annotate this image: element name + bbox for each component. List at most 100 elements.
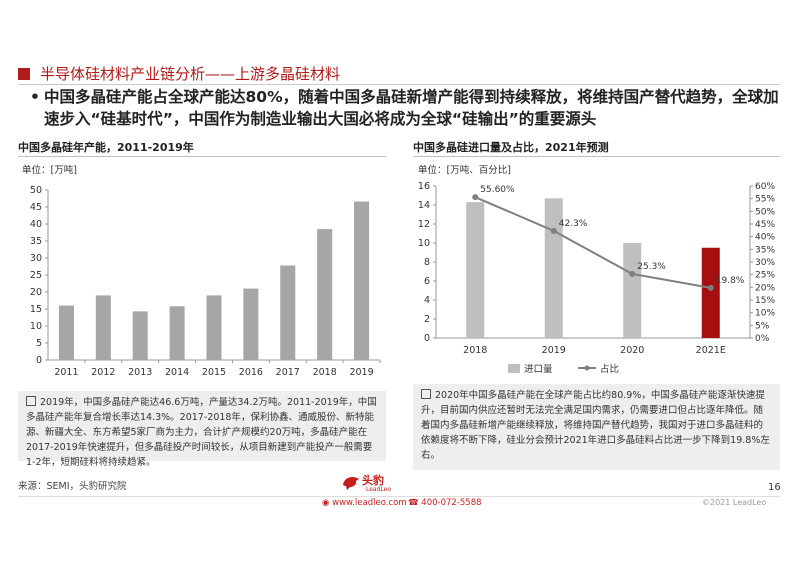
left-chart-title: 中国多晶硅年产能，2011-2019年 [18, 141, 194, 154]
left-y-tick-label: 16 [418, 181, 430, 192]
import-bar [701, 247, 720, 338]
right-y-tick-label: 55% [755, 195, 775, 205]
bar [317, 229, 333, 360]
checkbox-bullet-icon [26, 396, 36, 406]
legend-bar-swatch [508, 364, 520, 373]
right-y-tick-label: 30% [755, 258, 775, 268]
right-y-tick-label: 60% [755, 182, 775, 192]
x-tick-label: 2021E [696, 345, 726, 356]
left-chart-title-rule [18, 156, 386, 157]
right-chart-labels: 0 2 4 6 8 10 12 14 16 0% 5% 10% 15% 20% 25% 30% 35% 40% 45… [418, 181, 776, 356]
share-point [472, 194, 479, 201]
y-tick-label: 20 [30, 287, 42, 298]
share-data-label: 55.60% [480, 185, 515, 195]
y-tick-label: 15 [30, 304, 42, 315]
left-y-tick-label: 14 [418, 200, 430, 211]
share-line [474, 196, 711, 289]
headline-bullet: • 中国多晶硅产能占全球产能达80%，随着中国多晶硅新增产能得到持续释放，将维持… [30, 86, 780, 130]
bar [58, 305, 74, 360]
bar [95, 295, 111, 360]
right-note-box: 2020年中国多晶硅产能在全球产能占比约80.9%，中国多晶硅产能逐渐快速提升，… [413, 384, 780, 470]
logo-subname: LeadLeo [366, 486, 392, 493]
y-tick-label: 45 [30, 202, 42, 213]
globe-icon: ◉ [322, 498, 330, 508]
right-y-tick-label: 0% [755, 334, 770, 344]
share-data-label: 42.3% [559, 219, 588, 229]
bar [354, 201, 370, 360]
share-data-label: 19.8% [716, 276, 745, 286]
right-chart-line [472, 194, 714, 291]
legend-line-marker [584, 365, 590, 371]
headline-text: 中国多晶硅产能占全球产能达80%，随着中国多晶硅新增产能得到持续释放，将维持国产… [44, 88, 779, 128]
left-note-text: 2019年，中国多晶硅产能达46.6万吨，产量达34.2万吨。2011-2019… [26, 397, 377, 468]
checkbox-bullet-icon [421, 389, 431, 399]
legend-line-label: 占比 [600, 363, 619, 375]
share-point [629, 270, 636, 277]
right-chart: 0 2 4 6 8 10 12 14 16 0% 5% 10% 15% 20% 25% 30% 35% 40% 45… [418, 181, 776, 375]
right-y-tick-label: 20% [755, 283, 775, 293]
copyright: ©2021 LeadLeo [702, 498, 767, 507]
leopard-logo-icon [343, 476, 359, 490]
right-chart-bars [466, 198, 720, 338]
right-y-tick-label: 15% [755, 296, 775, 306]
legend-bar-label: 进口量 [524, 364, 553, 375]
right-y-tick-label: 25% [755, 271, 775, 281]
right-chart-axes [433, 185, 753, 339]
y-tick-label: 5 [36, 338, 42, 349]
bar [169, 306, 185, 360]
page-number: 16 [768, 482, 781, 493]
y-tick-label: 0 [36, 355, 42, 366]
y-tick-label: 30 [30, 253, 42, 264]
footer-website-link[interactable]: ◉ www.leadleo.com [322, 498, 407, 508]
x-tick-label: 2014 [165, 367, 189, 378]
bar [206, 295, 222, 360]
left-y-tick-label: 12 [418, 219, 430, 230]
logo-name: 头豹 [362, 474, 384, 487]
y-tick-label: 50 [30, 185, 42, 196]
import-bar [623, 243, 642, 338]
right-note-text: 2020年中国多晶硅产能在全球产能占比约80.9%，中国多晶硅产能逐渐快速提升，… [421, 390, 770, 461]
left-chart-unit: 单位：[万吨] [22, 165, 77, 176]
import-bar [466, 202, 485, 338]
left-y-tick-label: 4 [424, 295, 430, 306]
x-tick-label: 2011 [54, 367, 78, 378]
left-note-box: 2019年，中国多晶硅产能达46.6万吨，产量达34.2万吨。2011-2019… [18, 391, 386, 468]
x-tick-label: 2012 [91, 367, 115, 378]
right-chart-title-rule [413, 156, 780, 157]
x-tick-label: 2019 [349, 367, 373, 378]
right-y-tick-label: 35% [755, 245, 775, 255]
footer-divider [18, 496, 780, 497]
left-chart: 0 5 10 15 20 25 30 35 40 45 50 2011 2012 2013 2014 2015… [30, 185, 381, 378]
share-point [707, 284, 714, 291]
right-y-tick-label: 40% [755, 233, 775, 243]
x-tick-label: 2018 [463, 345, 487, 356]
footer-website-text: www.leadleo.com [332, 498, 407, 508]
y-tick-label: 25 [30, 270, 42, 281]
y-tick-label: 40 [30, 219, 42, 230]
right-chart-title: 中国多晶硅进口量及占比，2021年预测 [413, 141, 609, 154]
bar [243, 288, 259, 360]
right-y-tick-label: 5% [755, 321, 770, 331]
title-accent-square [18, 68, 30, 80]
source-note: 来源：SEMI，头豹研究院 [18, 481, 127, 492]
left-y-tick-label: 10 [418, 238, 430, 249]
bullet-dot-icon: • [30, 88, 40, 106]
right-chart-legend: 进口量 占比 [508, 363, 619, 375]
page-title: 半导体硅材料产业链分析——上游多晶硅材料 [40, 65, 341, 83]
bar [132, 311, 148, 360]
phone-icon: ☎ [408, 498, 419, 508]
left-y-tick-label: 6 [424, 276, 430, 287]
left-chart-bars [58, 201, 370, 360]
left-y-tick-label: 0 [424, 333, 430, 344]
right-chart-unit: 单位：[万吨、百分比] [418, 165, 511, 176]
x-tick-label: 2019 [542, 345, 566, 356]
right-y-tick-label: 10% [755, 309, 775, 319]
x-tick-label: 2015 [202, 367, 226, 378]
x-tick-label: 2018 [313, 367, 337, 378]
x-tick-label: 2016 [239, 367, 263, 378]
share-point [550, 227, 557, 234]
left-chart-labels: 0 5 10 15 20 25 30 35 40 45 50 2011 2012 2013 2014 2015… [30, 185, 374, 378]
bar [280, 265, 296, 360]
x-tick-label: 2013 [128, 367, 152, 378]
y-tick-label: 10 [30, 321, 42, 332]
